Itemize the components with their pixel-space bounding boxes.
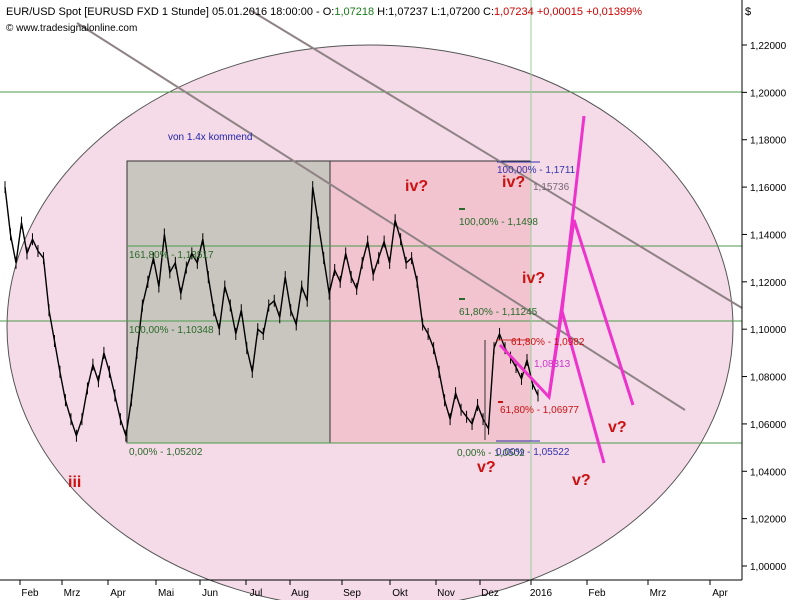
x-tick-label: Feb — [588, 588, 606, 599]
projection-zigzag-3 — [560, 310, 606, 464]
y-tick-label: 1,14000 — [750, 230, 787, 241]
wave-label-iv-1: iv? — [405, 178, 428, 195]
chart-header: EUR/USD Spot [EURUSD FXD 1 Stunde] 05.01… — [6, 6, 642, 18]
y-tick-label: 1,10000 — [750, 325, 787, 336]
fib-label-100-top: 100,00% - 1,1711 — [497, 165, 576, 176]
x-tick-label: Sep — [343, 588, 361, 599]
x-tick-label: 2016 — [530, 588, 553, 599]
header-low-label: L: — [428, 6, 440, 18]
x-tick-label: Nov — [437, 588, 455, 599]
fib-label-618-low: 61,80% - 1,06977 — [500, 405, 579, 416]
y-tick-label: 1,02000 — [750, 515, 787, 526]
note-text: von 1.4x kommend — [168, 132, 253, 143]
y-tick-label: 1,16000 — [750, 183, 787, 194]
fib-label-100-mid: 100,00% - 1,1498 — [459, 217, 538, 228]
header-low-value: 1,07200 — [440, 6, 480, 18]
x-tick-label: Okt — [392, 588, 408, 599]
pink-retracement-box — [329, 160, 532, 444]
fib-level-2: 1,15736 — [533, 182, 570, 193]
x-tick-label: Aug — [291, 588, 309, 599]
header-close-value: 1,07234 — [494, 6, 534, 18]
header-high-label: H: — [374, 6, 388, 18]
currency-symbol: $ — [745, 6, 751, 18]
price-line — [4, 186, 539, 439]
wave-label-v-3: v? — [608, 419, 627, 436]
fib-label-0-left: 0,00% - 1,05202 — [129, 447, 203, 458]
upper-trend-line — [249, 9, 743, 309]
x-tick-label: Mai — [158, 588, 174, 599]
y-tick-label: 1,06000 — [750, 420, 787, 431]
projection-zigzag-2 — [547, 219, 635, 406]
fib-label-618-mid: 61,80% - 1,11245 — [459, 307, 538, 318]
y-tick-label: 1,04000 — [750, 467, 787, 478]
y-tick-label: 1,22000 — [750, 41, 787, 52]
price-series — [4, 181, 539, 442]
website-credit: © www.tradesignalonline.com — [6, 23, 137, 34]
wave-label-v-1: v? — [477, 459, 496, 476]
gray-retracement-box — [126, 160, 331, 444]
header-open-value: 1,07218 — [334, 6, 374, 18]
header-close-label: C: — [480, 6, 494, 18]
x-tick-label: Feb — [21, 588, 39, 599]
x-tick-label: Dez — [481, 588, 499, 599]
fib-label-618-small: 61,80% - 1,0982 — [511, 337, 585, 348]
y-axis: 1,22000 1,20000 1,18000 1,16000 1,14000 1,120… — [742, 41, 787, 573]
x-tick-label: Jun — [202, 588, 218, 599]
y-tick-label: 1,18000 — [750, 136, 787, 147]
fib-label-0-low: 0,00% - 1,05522 — [496, 447, 570, 458]
fib-label-0-mid: 0,00% - 1,0502 — [457, 448, 525, 459]
header-open-label: O: — [323, 6, 335, 18]
fib-label-161: 161,80% - 1,13517 — [129, 250, 214, 261]
wave-label-iii: iii — [68, 474, 81, 491]
y-tick-label: 1,20000 — [750, 88, 787, 99]
wave-label-v-2: v? — [572, 472, 591, 489]
header-high-value: 1,07237 — [388, 6, 428, 18]
header-change: +0,00015 +0,01399% — [534, 6, 642, 18]
header-symbol: EUR/USD Spot [EURUSD FXD 1 Stunde] 05.01… — [6, 6, 323, 18]
wave-label-iv-3: iv? — [522, 270, 545, 287]
x-tick-label: Apr — [110, 588, 126, 599]
wave-label-iv-2: iv? — [502, 174, 525, 191]
y-tick-label: 1,00000 — [750, 562, 787, 573]
fib-level-1: 1,08313 — [534, 359, 571, 370]
y-tick-label: 1,08000 — [750, 373, 787, 384]
x-tick-label: Jul — [250, 588, 263, 599]
x-tick-label: Mrz — [64, 588, 81, 599]
x-tick-label: Mrz — [650, 588, 667, 599]
x-tick-label: Apr — [712, 588, 728, 599]
x-axis: Feb Mrz Apr Mai Jun Jul Aug Sep Okt Nov Dez 2016 Feb… — [19, 580, 728, 599]
fib-label-100-left: 100,00% - 1,10348 — [129, 325, 214, 336]
lower-trend-line — [76, 22, 686, 411]
y-tick-label: 1,12000 — [750, 278, 787, 289]
